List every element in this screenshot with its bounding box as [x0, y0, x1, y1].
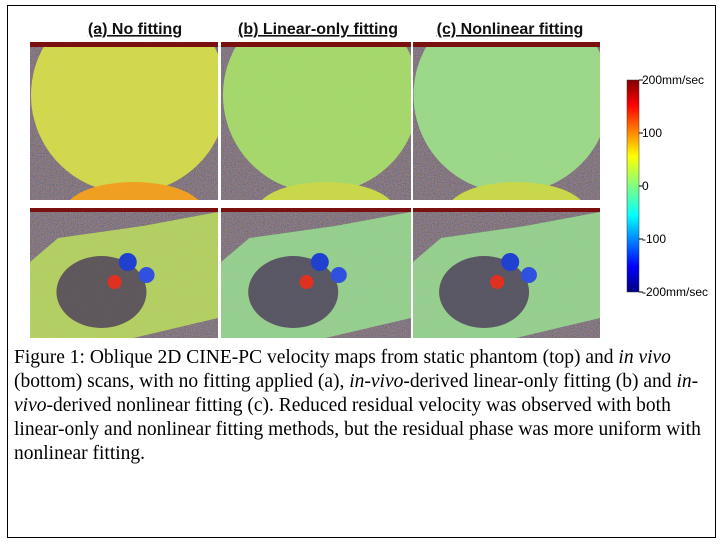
panels	[30, 0, 610, 338]
caption-text: in-vivo	[349, 371, 403, 392]
vessel	[521, 267, 537, 283]
vessel	[490, 275, 504, 289]
colorbar-tick-label: -200mm/sec	[642, 285, 708, 299]
vessel	[119, 253, 137, 271]
edge	[413, 208, 600, 212]
vessel	[139, 267, 155, 283]
invivo-panel	[30, 208, 218, 338]
vessel	[311, 253, 329, 271]
colorbar-tick-label: 0	[642, 179, 649, 193]
invivo-panel	[221, 208, 411, 338]
caption-text: -derived linear-only fitting (b) and	[403, 371, 676, 392]
caption-text: -derived nonlinear fitting (c). Reduced …	[14, 395, 701, 464]
colorbar-tick-label: 200mm/sec	[642, 73, 704, 87]
vessel	[300, 275, 314, 289]
colorbar-tick-label: -100	[642, 232, 666, 246]
caption-text: Figure 1: Oblique 2D CINE-PC velocity ma…	[14, 347, 618, 368]
vessel	[331, 267, 347, 283]
edge	[30, 208, 218, 212]
vessel	[501, 253, 519, 271]
column-header: (c) Nonlinear fitting	[437, 21, 584, 38]
figure: (a) No fitting (b) Linear-only fitting (c)…	[0, 0, 725, 345]
page: (a) No fitting (b) Linear-only fitting (c)…	[0, 0, 725, 548]
caption-text: in vivo	[618, 347, 671, 368]
vessel	[108, 275, 122, 289]
caption: Figure 1: Oblique 2D CINE-PC velocity ma…	[14, 346, 704, 466]
edge	[221, 42, 411, 47]
colorbar-tick-label: 100	[642, 126, 662, 140]
edge	[30, 42, 218, 47]
colorbar	[627, 80, 639, 292]
colorbar-ticks: 200mm/sec 100 0 -100 -200mm/sec	[639, 73, 708, 299]
column-header: (a) No fitting	[88, 21, 182, 38]
edge	[221, 208, 411, 212]
headers: (a) No fitting (b) Linear-only fitting (c)…	[88, 21, 583, 38]
column-header: (b) Linear-only fitting	[238, 21, 398, 38]
invivo-panel	[413, 208, 600, 338]
edge	[413, 42, 600, 47]
caption-text: (bottom) scans, with no fitting applied …	[14, 371, 349, 392]
